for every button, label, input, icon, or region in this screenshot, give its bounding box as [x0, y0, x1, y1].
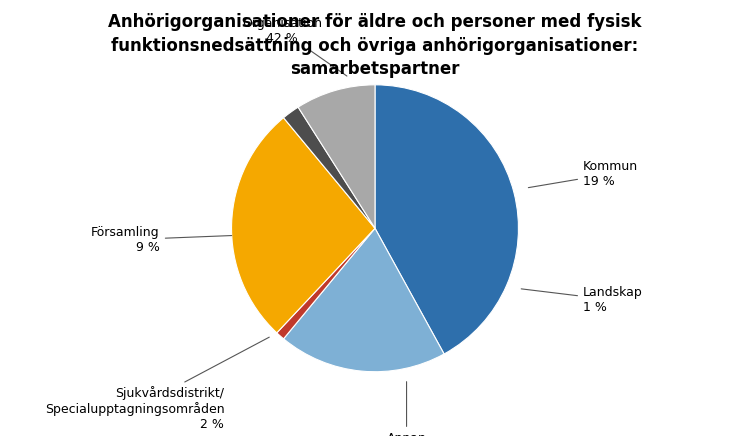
Text: Församling
9 %: Församling 9 % [92, 226, 232, 254]
Text: Kommun
19 %: Kommun 19 % [528, 160, 638, 188]
Wedge shape [375, 85, 518, 354]
Wedge shape [277, 228, 375, 339]
Text: Organisation
42 %: Organisation 42 % [242, 17, 347, 76]
Wedge shape [298, 85, 375, 228]
Wedge shape [232, 118, 375, 333]
Wedge shape [284, 228, 444, 372]
Wedge shape [284, 107, 375, 228]
Text: Sjukvårdsdistrikt/
Specialupptagningsområden
2 %: Sjukvårdsdistrikt/ Specialupptagningsomr… [45, 337, 269, 431]
Text: Annan
27 %: Annan 27 % [386, 382, 427, 436]
Text: Anhörigorganisationer för äldre och personer med fysisk
funktionsnedsättning och: Anhörigorganisationer för äldre och pers… [108, 13, 642, 78]
Text: Landskap
1 %: Landskap 1 % [521, 286, 643, 314]
